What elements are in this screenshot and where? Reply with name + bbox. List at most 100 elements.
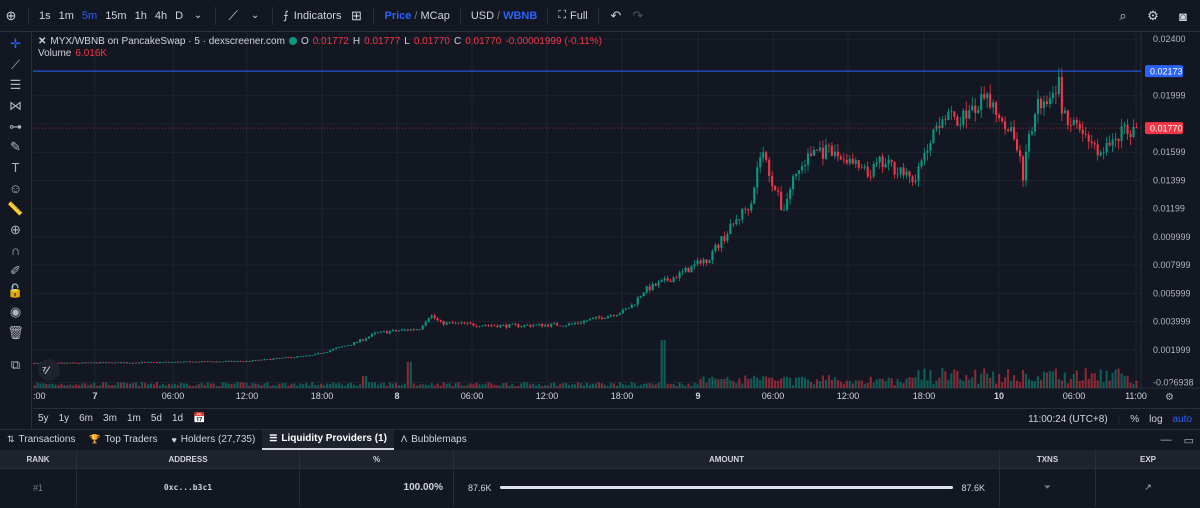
- candle-body: [702, 259, 705, 264]
- fullscreen-button[interactable]: ⛶ Full: [554, 0, 591, 32]
- brush-icon[interactable]: ✎: [10, 139, 21, 155]
- quick-search-icon[interactable]: ⌕: [1119, 8, 1127, 23]
- redo-icon[interactable]: ↷: [632, 7, 644, 23]
- minimize-icon[interactable]: —: [1160, 434, 1172, 446]
- tab-holders[interactable]: ♥ Holders (27,735): [164, 430, 262, 450]
- range-3m[interactable]: 3m: [103, 413, 117, 424]
- x-tick-label: 8: [394, 391, 399, 401]
- drawing-toolbar: ✛ ⟋ ☰ ⋈ ⊶ ✎ T ☺ 📏 ⊕ ∩ ✐ 🔓 ◉ 🗑 ⧉: [0, 32, 32, 428]
- candle-body: [323, 352, 326, 354]
- emoji-icon[interactable]: ☺: [8, 180, 23, 196]
- date-range-calendar-icon[interactable]: 📅: [193, 413, 206, 424]
- auto-toggle[interactable]: auto: [1172, 413, 1192, 425]
- settings-gear-icon[interactable]: ⚙: [1147, 8, 1159, 23]
- candle-body: [338, 346, 341, 348]
- candle-body: [176, 361, 179, 363]
- candle-body: [487, 325, 490, 327]
- candle-body: [878, 156, 881, 163]
- screenshot-camera-icon[interactable]: ◙: [1179, 8, 1187, 24]
- interval-4h[interactable]: 4h: [154, 9, 168, 22]
- candle-body: [415, 329, 418, 331]
- candle-body: [1036, 98, 1039, 114]
- candle-body: [523, 324, 526, 327]
- interval-15m[interactable]: 15m: [105, 9, 127, 22]
- wbnb-option[interactable]: WBNB: [503, 9, 538, 22]
- ruler-icon[interactable]: 📏: [7, 201, 24, 217]
- price-option[interactable]: Price: [384, 9, 412, 22]
- text-icon[interactable]: T: [11, 160, 20, 176]
- price-mcap-toggle[interactable]: Price / MCap: [380, 0, 453, 32]
- currency-toggle[interactable]: USD / WBNB: [467, 0, 542, 32]
- volume-bar: [726, 376, 729, 388]
- interval-1m[interactable]: 1m: [58, 9, 74, 22]
- crosshair-icon[interactable]: ✛: [10, 36, 21, 52]
- candle-body: [239, 361, 242, 362]
- volume-bar: [881, 378, 884, 388]
- chart-background: [33, 32, 1200, 408]
- add-symbol-icon[interactable]: ⊕: [5, 7, 17, 23]
- zoom-in-icon[interactable]: ⊕: [10, 221, 21, 237]
- candle-body: [433, 315, 436, 319]
- lock-icon[interactable]: 🔓: [7, 283, 24, 299]
- tab-bubblemaps[interactable]: ᐱ Bubblemaps: [394, 430, 474, 450]
- layers-icon[interactable]: ⧉: [10, 357, 21, 373]
- interval-D[interactable]: D: [175, 9, 184, 22]
- eye-icon[interactable]: ◉: [9, 304, 22, 320]
- log-toggle[interactable]: log: [1149, 413, 1163, 425]
- filter-icon[interactable]: ⏷: [1043, 482, 1052, 492]
- candle-body: [152, 362, 155, 363]
- chart-type-icon[interactable]: ⟋: [228, 7, 238, 23]
- volume-bar: [278, 383, 281, 388]
- mcap-option[interactable]: MCap: [420, 9, 450, 22]
- interval-5m[interactable]: 5m: [81, 9, 98, 22]
- volume-bar: [935, 380, 938, 388]
- maximize-icon[interactable]: ▭: [1183, 434, 1194, 447]
- txns-cell[interactable]: ⏷: [1000, 469, 1096, 506]
- layout-grid-icon[interactable]: ⊞: [351, 7, 362, 23]
- tab-transactions[interactable]: ⇅ Transactions: [0, 430, 82, 450]
- trend-line-icon[interactable]: ⟋: [10, 56, 21, 72]
- candle-body: [454, 322, 457, 324]
- interval-1s[interactable]: 1s: [39, 9, 51, 22]
- range-6m[interactable]: 6m: [79, 413, 94, 424]
- percent-toggle[interactable]: %: [1130, 413, 1140, 425]
- chevron-down-icon[interactable]: ⌄: [193, 10, 203, 21]
- trash-icon[interactable]: 🗑: [7, 324, 24, 340]
- undo-icon[interactable]: ↶: [610, 7, 622, 23]
- volume-bar: [809, 381, 813, 388]
- range-5d[interactable]: 5d: [150, 413, 162, 424]
- volume-bar: [448, 383, 451, 388]
- lock-drawing-icon[interactable]: ✐: [10, 262, 21, 278]
- interval-1h[interactable]: 1h: [134, 9, 147, 22]
- range-1m[interactable]: 1m: [126, 413, 141, 424]
- range-5y[interactable]: 5y: [38, 413, 49, 424]
- tab-top[interactable]: 🏆 Top Traders: [82, 430, 164, 450]
- prediction-icon[interactable]: ⊶: [9, 118, 22, 134]
- chevron-down-icon[interactable]: ⌄: [250, 10, 260, 21]
- indicators-button[interactable]: ⨍ Indicators: [279, 0, 345, 32]
- tab-liquidity[interactable]: ☰ Liquidity Providers (1): [262, 429, 394, 450]
- candle-body: [475, 325, 478, 327]
- pattern-icon[interactable]: ⋈: [9, 98, 22, 114]
- candle-body: [1051, 93, 1054, 99]
- candle-body: [544, 324, 547, 327]
- usd-option[interactable]: USD: [470, 9, 495, 22]
- indicators-label: Indicators: [293, 9, 342, 22]
- candle-body: [818, 147, 821, 151]
- header-rank: RANK: [0, 450, 77, 468]
- address-cell[interactable]: 0xc...b3c1: [77, 469, 300, 506]
- fib-retracement-icon[interactable]: ☰: [9, 77, 22, 93]
- magnet-icon[interactable]: ∩: [10, 242, 21, 258]
- external-link-icon[interactable]: ↗: [1144, 482, 1152, 492]
- range-1d[interactable]: 1d: [171, 413, 184, 424]
- range-1y[interactable]: 1y: [58, 413, 70, 424]
- volume-bar: [792, 384, 795, 388]
- exp-cell[interactable]: ↗: [1096, 469, 1200, 506]
- candle-body: [962, 110, 965, 125]
- clock-time[interactable]: 11:00:24 (UTC+8): [1028, 413, 1108, 425]
- table-row[interactable]: #1 0xc...b3c1 100.00% 87.6K 87.6K ⏷ ↗: [0, 469, 1200, 506]
- volume-bar: [353, 384, 356, 388]
- candle-body: [663, 278, 666, 281]
- candle-body: [81, 362, 84, 364]
- price-chart[interactable]: 0.02400 0.01999 0.01599 0.01399 0.01199 0.009…: [33, 32, 1200, 408]
